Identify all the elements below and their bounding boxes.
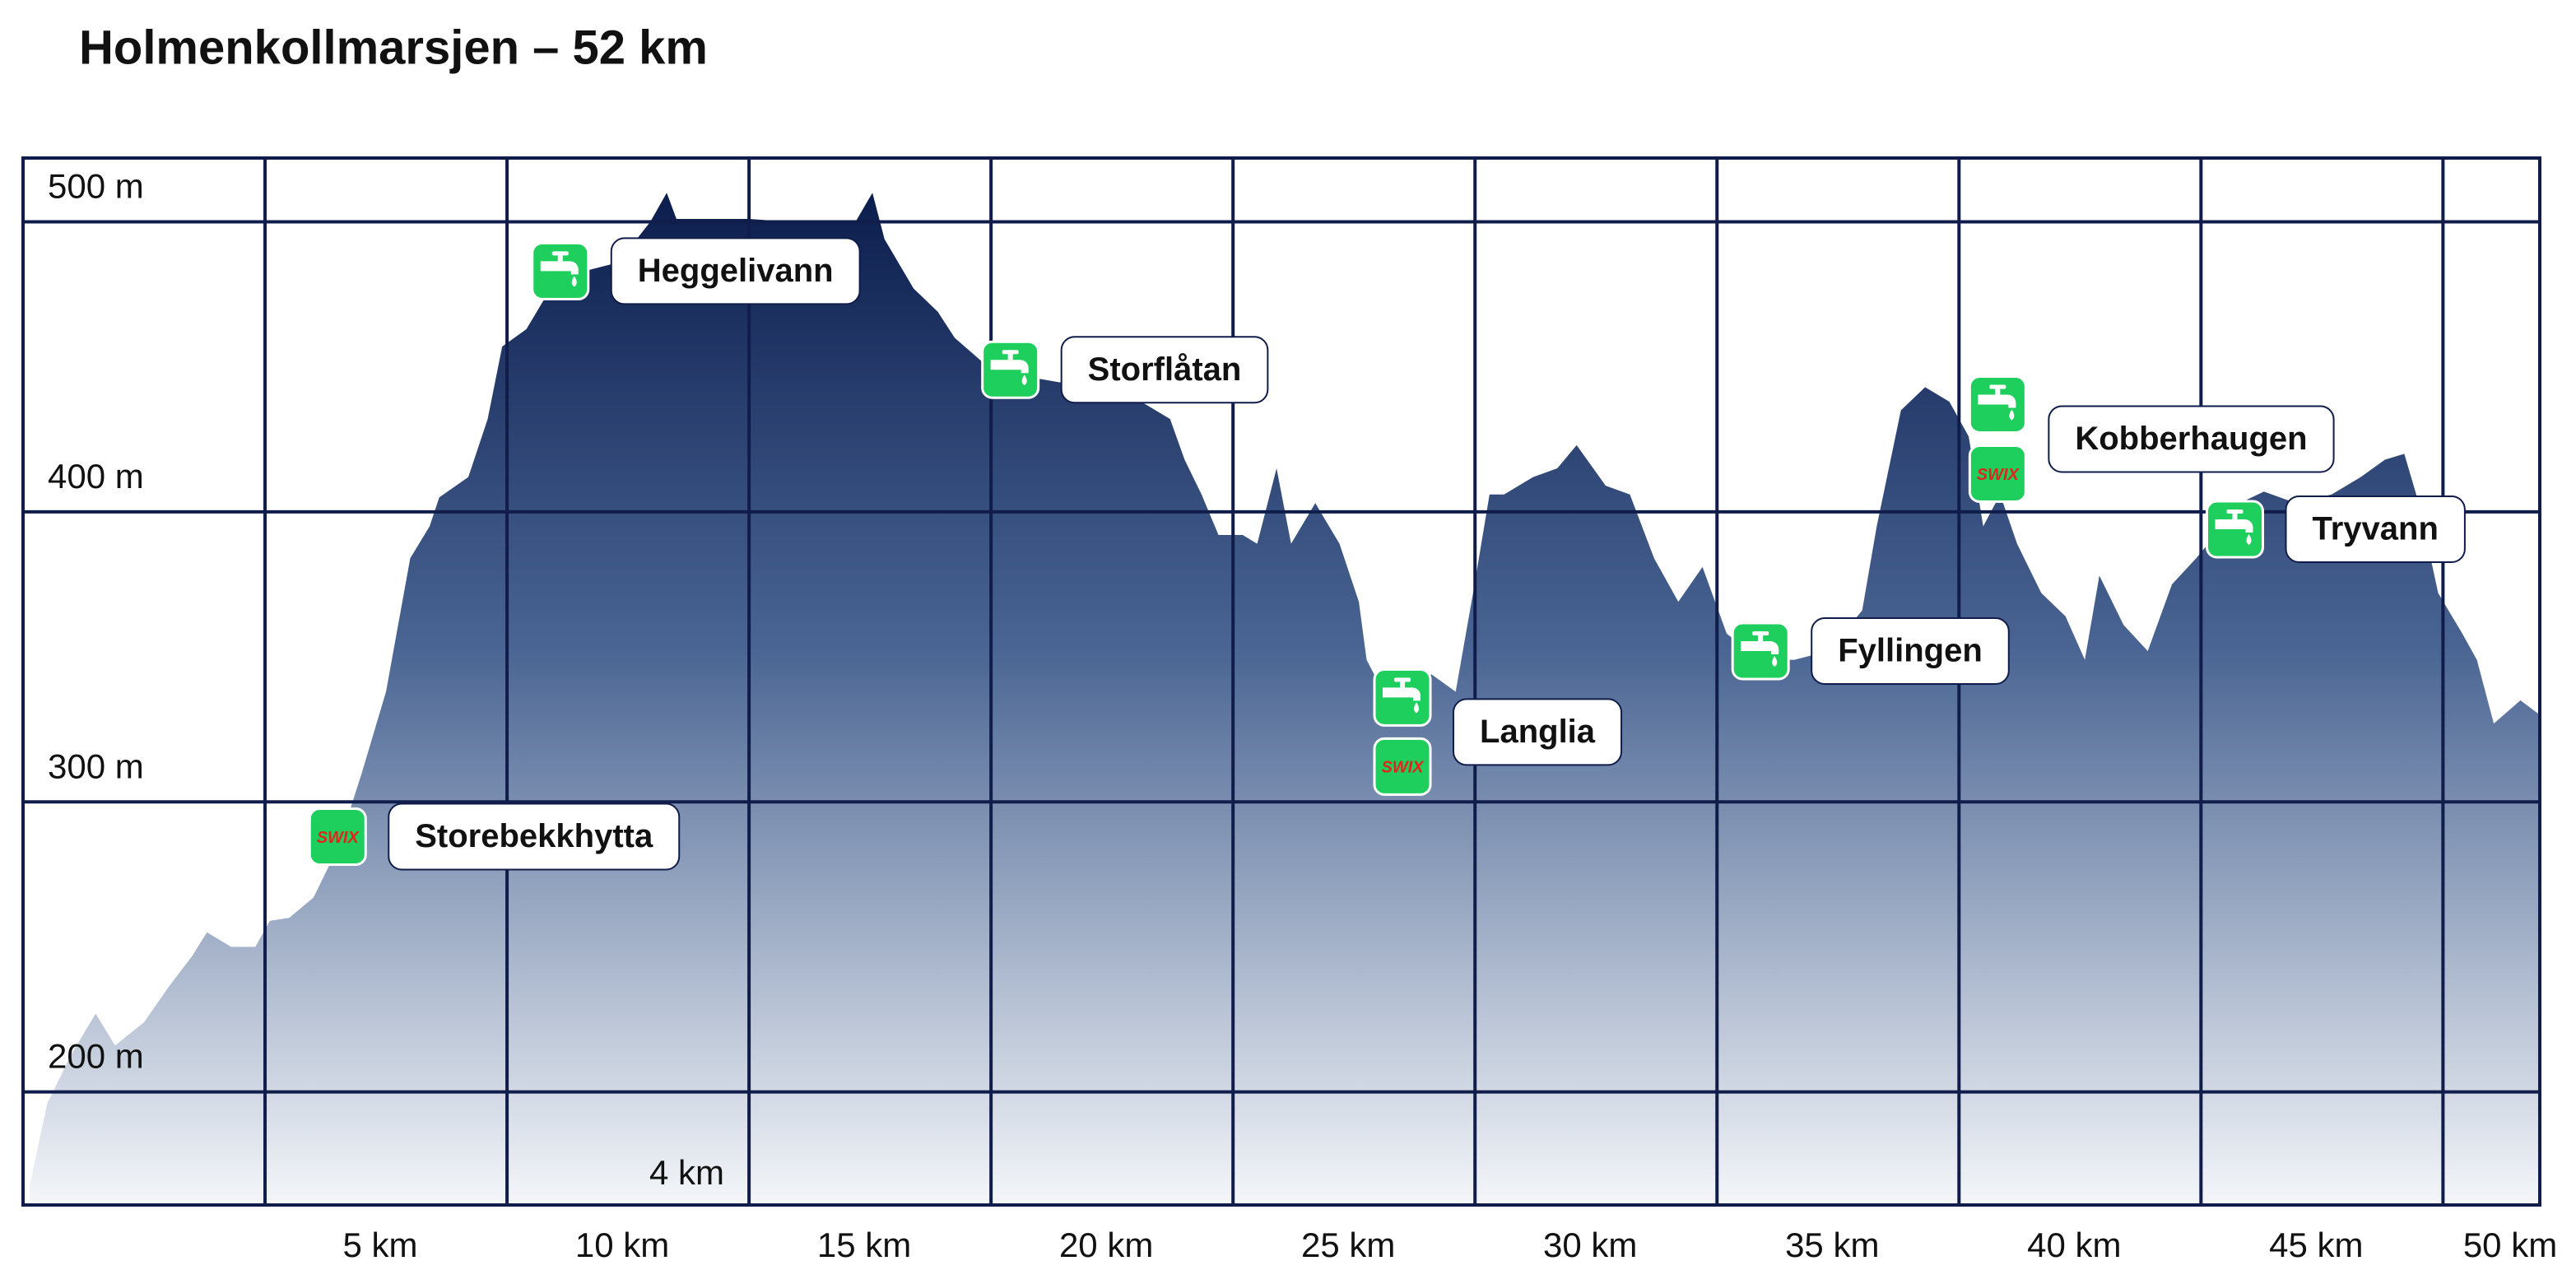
station: Kobberhaugen [1968,375,2335,504]
x-tick-label: 25 km [1301,1226,1395,1264]
tap-body [1978,394,2016,408]
tap-stem [1400,679,1406,688]
x-tick-label: 10 km [575,1226,669,1264]
drop [1414,702,1420,714]
station-label: Storflåtan [1088,351,1242,388]
tap-body [540,261,579,275]
chart-title: Holmenkollmarsjen – 52 km [79,21,708,74]
x-tick-label: 5 km [343,1226,418,1264]
tap-body [2215,519,2253,533]
swix-icon-bg [308,807,367,867]
station-label: Kobberhaugen [2075,421,2307,457]
tap-stem [1995,386,2001,395]
y-tick-label: 200 m [48,1037,144,1076]
y-tick-label: 300 m [48,747,144,785]
tap-body [990,360,1029,374]
station-label: Langlia [1480,714,1596,750]
station: Storebekkhytta [308,802,681,871]
x-tick-label: 35 km [1785,1226,1879,1264]
elevation-area [30,193,2540,1205]
swix-text: SWIX [1977,466,2020,484]
station-label: Fyllingen [1838,633,1983,669]
station-label-box [1453,698,1623,766]
station-label-box [2285,495,2466,564]
station-label-box [2048,405,2335,473]
y-tick-label: 500 m [48,167,144,206]
x-tick-label: 20 km [1059,1226,1153,1264]
station: Fyllingen [1731,617,2010,686]
x-note: 4 km [649,1153,724,1192]
station: Heggelivann [531,237,861,305]
y-tick-label: 400 m [48,457,144,495]
x-tick-label: 30 km [1543,1226,1637,1264]
tap-stem [1758,633,1764,642]
drop [1772,656,1778,668]
x-tick-label: 40 km [2027,1226,2121,1264]
station-label: Heggelivann [638,253,834,289]
x-tick-label: 15 km [817,1226,911,1264]
drop [2009,409,2015,421]
swix-text: SWIX [317,829,360,847]
tap-body [1741,641,1779,655]
tap-body [1383,687,1421,701]
station-label-box [1811,617,2010,686]
drop [1021,374,1027,386]
station: Storflåtan [981,336,1269,404]
tap-stem [1007,351,1013,361]
swix-icon-bg [1968,444,2027,504]
swix-icon-bg [1373,737,1432,796]
station-label-box [388,802,681,871]
x-tick-label: 50 km [2463,1226,2557,1264]
tap-stem [557,253,563,262]
station: Langlia [1373,668,1623,796]
station-label: Storebekkhytta [415,818,653,854]
station-label-box [610,237,861,305]
station-label: Tryvann [2313,511,2439,547]
station: Tryvann [2206,495,2466,564]
swix-text: SWIX [1381,759,1425,777]
drop [2246,534,2252,546]
drop [571,276,577,287]
station-label-box [1060,336,1269,404]
x-tick-label: 45 km [2269,1226,2363,1264]
grid [23,158,2540,1205]
plot-border [21,156,2541,1207]
tap-stem [2232,511,2238,520]
